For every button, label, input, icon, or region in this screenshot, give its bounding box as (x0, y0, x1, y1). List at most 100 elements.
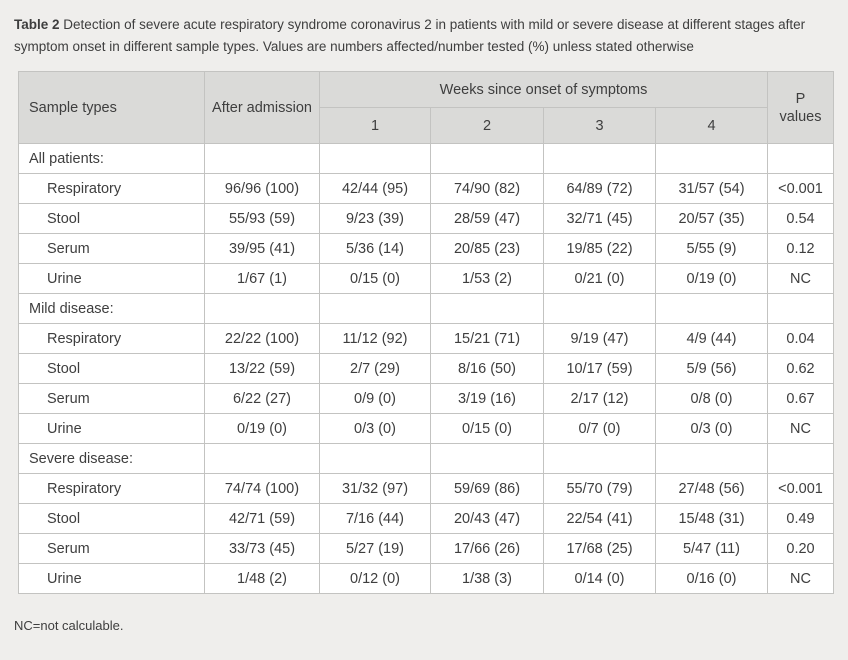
empty-cell (767, 293, 834, 325)
header-week-1: 1 (319, 107, 431, 145)
value-cell: 0/8 (0) (655, 383, 768, 415)
value-cell: 22/22 (100) (204, 323, 320, 355)
value-cell: 20/85 (23) (430, 233, 544, 265)
value-cell: 74/90 (82) (430, 173, 544, 205)
table-row: Stool 42/71 (59) 7/16 (44) 20/43 (47) 22/54 … (18, 503, 834, 535)
table-caption-label: Table 2 (14, 17, 60, 32)
empty-cell (767, 143, 834, 175)
section-label: Severe disease: (18, 443, 205, 475)
header-after-admission: After admission (204, 71, 320, 145)
value-cell: 0.49 (767, 503, 834, 535)
value-cell: 2/7 (29) (319, 353, 431, 385)
value-cell: 11/12 (92) (319, 323, 431, 355)
value-cell: 55/70 (79) (543, 473, 656, 505)
sample-type-cell: Stool (18, 203, 205, 235)
value-cell: 0.20 (767, 533, 834, 565)
value-cell: 3/19 (16) (430, 383, 544, 415)
sample-type-cell: Respiratory (18, 323, 205, 355)
table-row: Stool 55/93 (59) 9/23 (39) 28/59 (47) 32/71 … (18, 203, 834, 235)
value-cell: 19/85 (22) (543, 233, 656, 265)
value-cell: <0.001 (767, 473, 834, 505)
value-cell: NC (767, 413, 834, 445)
table-row: Stool 13/22 (59) 2/7 (29) 8/16 (50) 10/17 (5… (18, 353, 834, 385)
value-cell: 0.67 (767, 383, 834, 415)
value-cell: 59/69 (86) (430, 473, 544, 505)
value-cell: 96/96 (100) (204, 173, 320, 205)
value-cell: 0/16 (0) (655, 563, 768, 595)
value-cell: 8/16 (50) (430, 353, 544, 385)
value-cell: NC (767, 563, 834, 595)
value-cell: 0/19 (0) (655, 263, 768, 295)
table-caption: Table 2 Detection of severe acute respir… (14, 14, 826, 57)
table-body: All patients: Respiratory 96/96 (100) 42/44… (18, 143, 834, 595)
value-cell: 31/57 (54) (655, 173, 768, 205)
section-row: All patients: (18, 143, 834, 175)
value-cell: 1/53 (2) (430, 263, 544, 295)
empty-cell (204, 143, 320, 175)
value-cell: 15/21 (71) (430, 323, 544, 355)
value-cell: 33/73 (45) (204, 533, 320, 565)
value-cell: 64/89 (72) (543, 173, 656, 205)
value-cell: 5/47 (11) (655, 533, 768, 565)
empty-cell (204, 293, 320, 325)
sample-type-cell: Stool (18, 353, 205, 385)
value-cell: 10/17 (59) (543, 353, 656, 385)
value-cell: 0.54 (767, 203, 834, 235)
empty-cell (543, 443, 656, 475)
value-cell: 17/66 (26) (430, 533, 544, 565)
table-row: Serum 33/73 (45) 5/27 (19) 17/66 (26) 17/68 … (18, 533, 834, 565)
value-cell: 42/71 (59) (204, 503, 320, 535)
value-cell: 1/67 (1) (204, 263, 320, 295)
table-row: Respiratory 74/74 (100) 31/32 (97) 59/69 (8… (18, 473, 834, 505)
value-cell: NC (767, 263, 834, 295)
table-row: Urine 1/67 (1) 0/15 (0) 1/53 (2) 0/21 (0) 0/1… (18, 263, 834, 295)
empty-cell (655, 443, 768, 475)
value-cell: 5/9 (56) (655, 353, 768, 385)
table-row: Urine 0/19 (0) 0/3 (0) 0/15 (0) 0/7 (0) 0/3 (… (18, 413, 834, 445)
empty-cell (767, 443, 834, 475)
value-cell: 28/59 (47) (430, 203, 544, 235)
value-cell: 55/93 (59) (204, 203, 320, 235)
value-cell: 0/14 (0) (543, 563, 656, 595)
section-label: Mild disease: (18, 293, 205, 325)
table-row: Serum 6/22 (27) 0/9 (0) 3/19 (16) 2/17 (12) 0… (18, 383, 834, 415)
value-cell: 5/55 (9) (655, 233, 768, 265)
header-week-2: 2 (430, 107, 544, 145)
value-cell: 42/44 (95) (319, 173, 431, 205)
value-cell: 31/32 (97) (319, 473, 431, 505)
value-cell: 6/22 (27) (204, 383, 320, 415)
sample-type-cell: Urine (18, 563, 205, 595)
value-cell: 0/21 (0) (543, 263, 656, 295)
empty-cell (543, 293, 656, 325)
table-row: Urine 1/48 (2) 0/12 (0) 1/38 (3) 0/14 (0) 0/1… (18, 563, 834, 595)
header-weeks-group: Weeks since onset of symptoms (319, 71, 768, 109)
empty-cell (319, 443, 431, 475)
empty-cell (655, 293, 768, 325)
value-cell: 0/19 (0) (204, 413, 320, 445)
value-cell: 13/22 (59) (204, 353, 320, 385)
empty-cell (204, 443, 320, 475)
value-cell: 15/48 (31) (655, 503, 768, 535)
value-cell: 7/16 (44) (319, 503, 431, 535)
value-cell: 17/68 (25) (543, 533, 656, 565)
sample-type-cell: Respiratory (18, 473, 205, 505)
sample-type-cell: Urine (18, 263, 205, 295)
value-cell: 0/3 (0) (655, 413, 768, 445)
header-week-4: 4 (655, 107, 768, 145)
value-cell: 0/7 (0) (543, 413, 656, 445)
header-row-groups: Sample types After admission Weeks since… (18, 71, 834, 145)
empty-cell (430, 293, 544, 325)
value-cell: 20/57 (35) (655, 203, 768, 235)
data-table: Sample types After admission Weeks since… (18, 71, 834, 595)
header-week-3: 3 (543, 107, 656, 145)
value-cell: 1/48 (2) (204, 563, 320, 595)
table-caption-text: Detection of severe acute respiratory sy… (14, 17, 806, 54)
value-cell: <0.001 (767, 173, 834, 205)
value-cell: 1/38 (3) (430, 563, 544, 595)
empty-cell (430, 443, 544, 475)
value-cell: 39/95 (41) (204, 233, 320, 265)
value-cell: 0.12 (767, 233, 834, 265)
table-row: Respiratory 96/96 (100) 42/44 (95) 74/90 (8… (18, 173, 834, 205)
empty-cell (319, 143, 431, 175)
value-cell: 74/74 (100) (204, 473, 320, 505)
